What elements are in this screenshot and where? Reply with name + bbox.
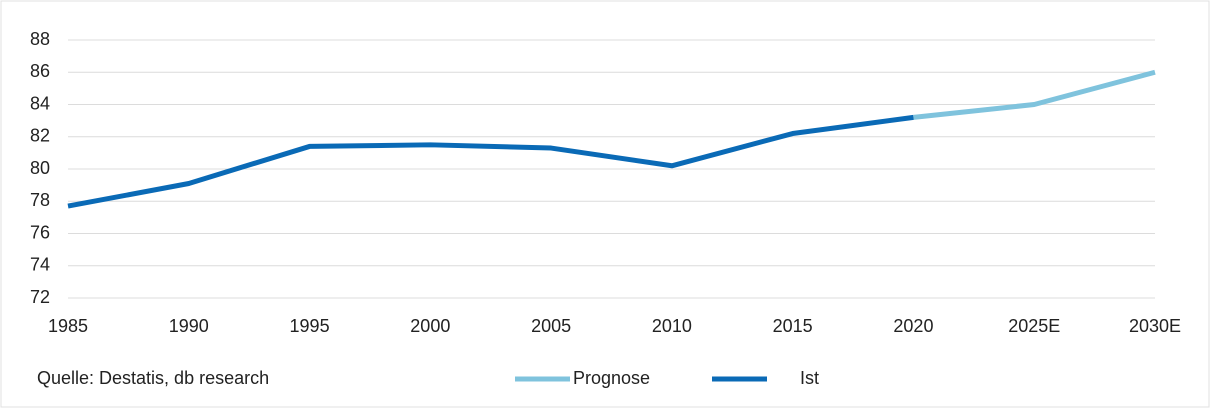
- x-tick-label: 1990: [169, 316, 209, 336]
- y-tick-label: 80: [30, 158, 50, 178]
- x-tick-label: 2030E: [1129, 316, 1181, 336]
- y-tick-label: 78: [30, 190, 50, 210]
- source: Quelle: Destatis, db research: [37, 368, 269, 388]
- x-tick-label: 2025E: [1008, 316, 1060, 336]
- y-tick-label: 82: [30, 126, 50, 146]
- y-tick-label: 76: [30, 222, 50, 242]
- y-tick-label: 88: [30, 29, 50, 49]
- legend-label: Prognose: [573, 368, 650, 388]
- x-tick-label: 1985: [48, 316, 88, 336]
- series-line: [67, 114, 914, 209]
- y-tick-label: 84: [30, 93, 50, 113]
- y-tick-label: 72: [30, 287, 50, 307]
- x-tick-label: 2020: [893, 316, 933, 336]
- legend-label: Ist: [800, 368, 819, 388]
- x-tick-label: 2005: [531, 316, 571, 336]
- x-tick-label: 2000: [410, 316, 450, 336]
- x-tick-label: 2015: [773, 316, 813, 336]
- y-tick-label: 74: [30, 255, 50, 275]
- series-line: [913, 69, 1156, 120]
- x-tick-label: 1995: [290, 316, 330, 336]
- x-tick-label: 2010: [652, 316, 692, 336]
- y-tick-label: 86: [30, 61, 50, 81]
